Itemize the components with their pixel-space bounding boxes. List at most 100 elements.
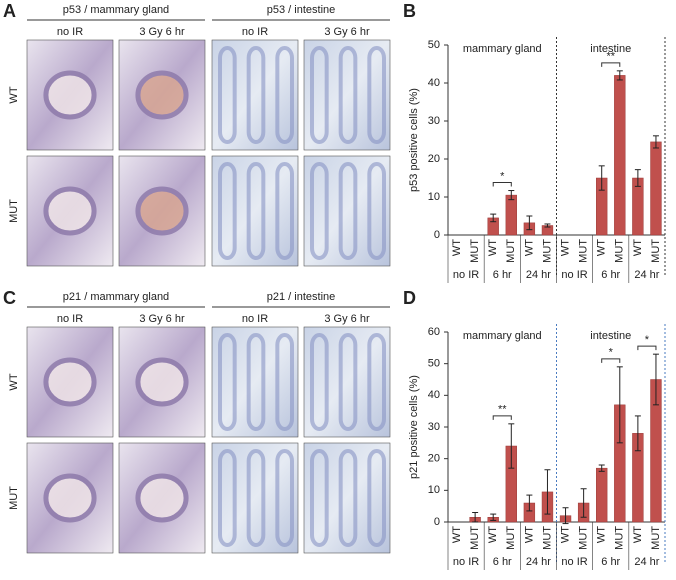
micrograph-crypt [218, 46, 237, 144]
y-axis-label: p21 positive cells (%) [408, 375, 420, 479]
micrograph [211, 39, 299, 151]
column-label: no IR [57, 313, 83, 325]
y-tick-label: 0 [434, 229, 440, 241]
micrograph-crypt [310, 162, 329, 260]
group-label: 24 hr [526, 269, 551, 281]
y-tick-label: 40 [428, 389, 440, 401]
micrograph [211, 155, 299, 267]
significance-bracket [601, 62, 621, 67]
column-label: no IR [242, 313, 268, 325]
significance-label: * [609, 347, 614, 359]
x-tick-label: MUT [578, 239, 590, 263]
micrograph-duct [135, 70, 189, 120]
y-tick-label: 10 [428, 484, 440, 496]
micrograph-crypt [275, 46, 295, 144]
y-axis-label: p53 positive cells (%) [408, 88, 420, 192]
micrograph-crypt [310, 449, 329, 547]
bar [596, 467, 608, 523]
section-title: p21 / intestine [267, 291, 336, 303]
micrograph [303, 442, 391, 554]
x-tick-label: MUT [469, 526, 481, 550]
group-label: 6 hr [601, 556, 620, 568]
micrograph-crypt [310, 46, 329, 144]
micrograph-crypt [367, 333, 387, 431]
significance-label: ** [498, 404, 507, 416]
group-label: 24 hr [634, 556, 659, 568]
x-tick-label: MUT [505, 526, 517, 550]
x-tick-label: WT [632, 526, 644, 543]
column-label: 3 Gy 6 hr [139, 313, 185, 325]
micrograph-crypt [218, 333, 237, 431]
panel-label: A [3, 1, 16, 21]
micrograph-crypt [275, 333, 295, 431]
group-label: 24 hr [634, 269, 659, 281]
x-tick-label: WT [559, 526, 571, 543]
micrograph-crypt [218, 449, 237, 547]
micrograph-duct [43, 473, 97, 523]
y-tick-label: 0 [434, 516, 440, 528]
significance-bracket [637, 345, 657, 351]
x-tick-label: MUT [578, 526, 590, 550]
significance-label: * [500, 170, 505, 182]
micrograph-crypt [338, 162, 358, 260]
column-label: 3 Gy 6 hr [139, 26, 185, 38]
section-label: mammary gland [463, 330, 542, 342]
section-title: p53 / mammary gland [63, 4, 169, 16]
x-tick-label: MUT [505, 239, 517, 263]
micrograph-crypt [338, 449, 358, 547]
x-tick-label: WT [487, 239, 499, 256]
section-label: intestine [590, 43, 631, 55]
row-label: WT [8, 373, 20, 390]
micrograph-duct [43, 186, 97, 236]
x-tick-label: MUT [650, 239, 662, 263]
x-tick-label: WT [523, 239, 535, 256]
significance-bracket [492, 415, 512, 420]
column-label: 3 Gy 6 hr [324, 26, 370, 38]
micrograph [303, 326, 391, 438]
micrograph [211, 326, 299, 438]
micrograph-duct [43, 70, 97, 120]
column-label: no IR [242, 26, 268, 38]
x-tick-label: MUT [541, 239, 553, 263]
significance-label: ** [606, 51, 615, 63]
x-tick-label: MUT [650, 526, 662, 550]
significance-bracket [492, 182, 512, 187]
group-label: no IR [453, 269, 479, 281]
x-tick-label: WT [523, 526, 535, 543]
micrograph-crypt [246, 162, 266, 260]
x-tick-label: MUT [614, 239, 626, 263]
panel-label: C [3, 288, 16, 308]
micrograph-duct [135, 473, 189, 523]
micrograph-crypt [246, 449, 266, 547]
micrograph [303, 155, 391, 267]
column-label: no IR [57, 26, 83, 38]
micrograph [303, 39, 391, 151]
section-title: p21 / mammary gland [63, 291, 169, 303]
section-label: intestine [590, 330, 631, 342]
section-title: p53 / intestine [267, 4, 336, 16]
significance-label: * [645, 334, 650, 346]
x-tick-label: WT [451, 239, 463, 256]
bar [505, 194, 517, 236]
y-tick-label: 20 [428, 153, 440, 165]
row-label: MUT [8, 199, 20, 223]
group-label: no IR [561, 556, 587, 568]
y-tick-label: 30 [428, 115, 440, 127]
panel-label: B [403, 1, 416, 21]
x-tick-label: WT [487, 526, 499, 543]
group-label: 6 hr [493, 269, 512, 281]
column-label: 3 Gy 6 hr [324, 313, 370, 325]
y-tick-label: 50 [428, 39, 440, 51]
micrograph-crypt [275, 449, 295, 547]
x-tick-label: WT [451, 526, 463, 543]
y-tick-label: 10 [428, 191, 440, 203]
micrograph-crypt [246, 46, 266, 144]
x-tick-label: MUT [541, 526, 553, 550]
x-tick-label: WT [632, 239, 644, 256]
micrograph-crypt [367, 162, 387, 260]
micrograph-crypt [218, 162, 237, 260]
y-tick-label: 60 [428, 326, 440, 338]
micrograph-crypt [367, 449, 387, 547]
micrograph-crypt [246, 333, 266, 431]
x-tick-label: WT [596, 526, 608, 543]
